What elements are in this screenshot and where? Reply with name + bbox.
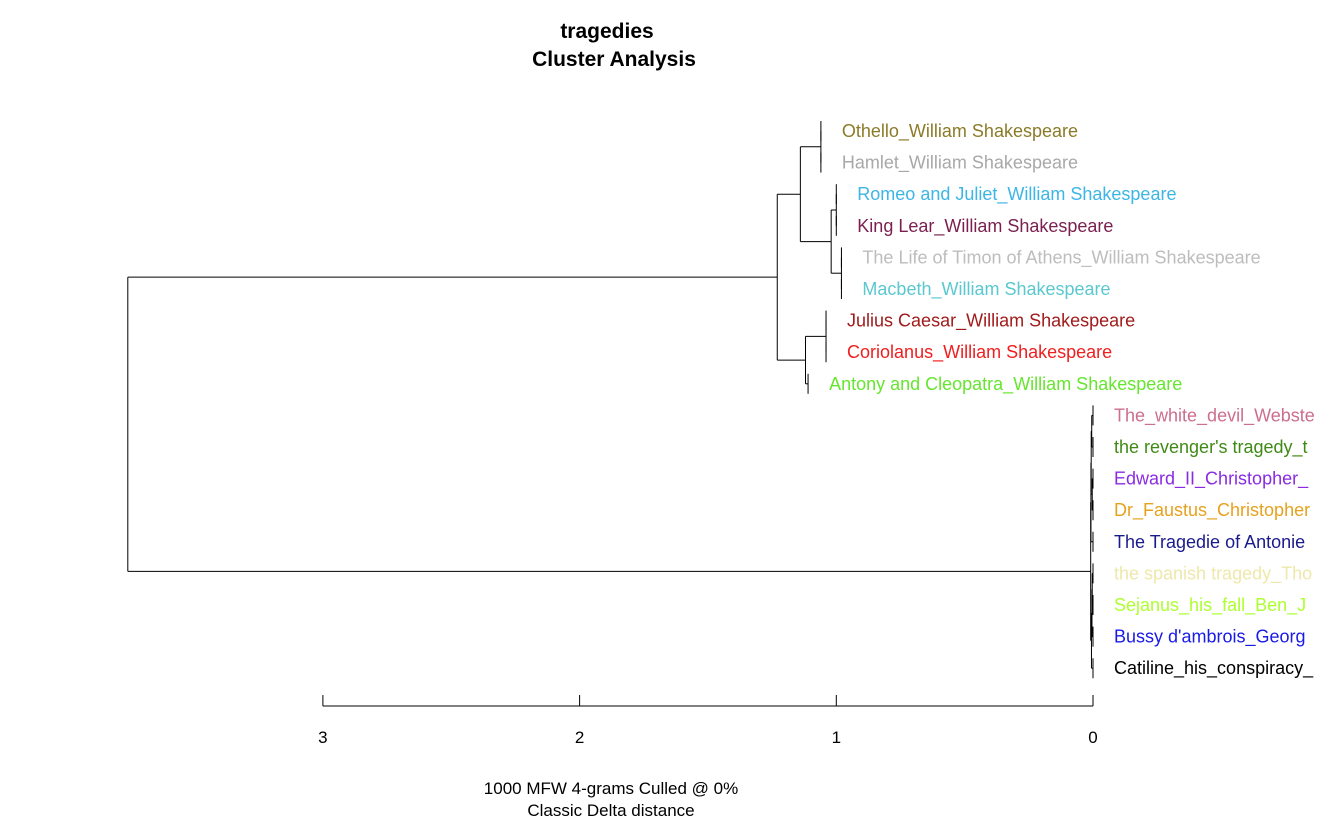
leaf-label: Edward_II_Christopher_	[1114, 469, 1309, 490]
leaf-labels: Othello_William Shakespeare Hamlet_Willia…	[829, 121, 1315, 679]
leaf-label: Othello_William Shakespeare	[842, 121, 1078, 142]
leaf-label: King Lear_William Shakespeare	[857, 216, 1113, 237]
x-tick-label: 2	[575, 728, 584, 747]
leaf-label: the spanish tragedy_Tho	[1114, 563, 1312, 584]
leaf-label: the revenger's tragedy_t	[1114, 437, 1308, 458]
x-tick-label: 1	[832, 728, 841, 747]
leaf-label: Macbeth_William Shakespeare	[862, 279, 1110, 300]
leaf-label: Romeo and Juliet_William Shakespeare	[857, 184, 1176, 205]
leaf-label: The_white_devil_Webste	[1114, 405, 1315, 426]
x-tick-label: 3	[318, 728, 327, 747]
leaf-label: Coriolanus_William Shakespeare	[847, 342, 1112, 363]
chart-title: tragedies	[560, 20, 653, 43]
x-axis: 3 2 1 0	[318, 695, 1098, 747]
leaf-label: The Life of Timon of Athens_William Shak…	[862, 247, 1260, 268]
leaf-label: Sejanus_his_fall_Ben_J	[1114, 595, 1306, 616]
leaf-label: Dr_Faustus_Christopher	[1114, 500, 1310, 521]
x-axis-caption-line1: 1000 MFW 4-grams Culled @ 0%	[484, 779, 738, 798]
leaf-label: Catiline_his_conspiracy_	[1114, 658, 1314, 679]
x-tick-label: 0	[1088, 728, 1097, 747]
leaf-label: Hamlet_William Shakespeare	[842, 153, 1078, 174]
leaf-label: The Tragedie of Antonie	[1114, 532, 1305, 552]
chart-subtitle: Cluster Analysis	[532, 48, 696, 71]
leaf-label: Bussy d'ambrois_Georg	[1114, 627, 1306, 648]
leaf-label: Antony and Cleopatra_William Shakespeare	[829, 374, 1182, 395]
x-axis-caption-line2: Classic Delta distance	[527, 801, 694, 820]
dendrogram-branches	[127, 121, 1094, 679]
leaf-label: Julius Caesar_William Shakespeare	[847, 311, 1135, 332]
